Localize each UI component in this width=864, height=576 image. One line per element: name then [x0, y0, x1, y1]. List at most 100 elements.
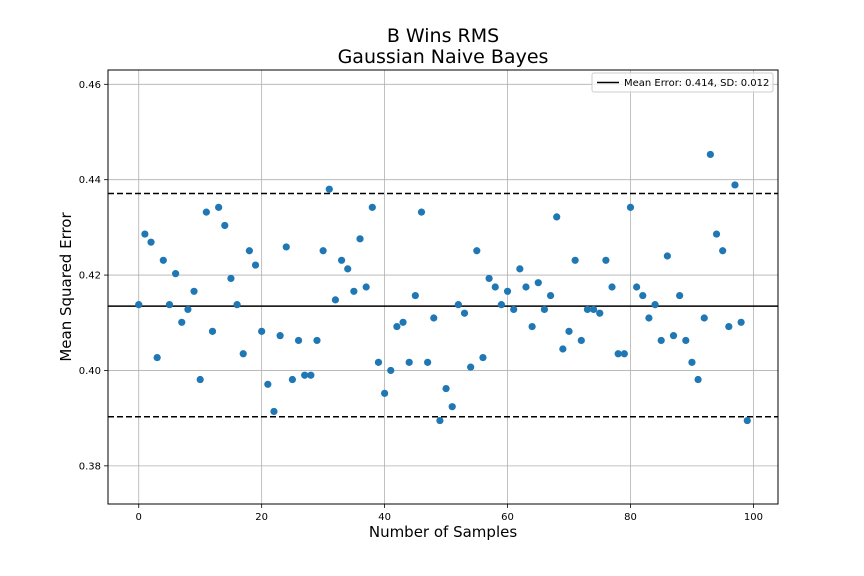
data-point	[178, 318, 186, 326]
y-tick-label: 0.44	[79, 175, 101, 186]
data-point	[344, 265, 352, 273]
y-tick-label: 0.42	[79, 271, 101, 282]
data-point	[614, 350, 622, 358]
data-point	[589, 305, 598, 314]
data-point	[540, 305, 549, 314]
data-point	[577, 336, 585, 345]
data-point	[294, 336, 303, 345]
data-point	[417, 208, 426, 216]
data-point	[669, 332, 678, 340]
data-point	[387, 366, 395, 375]
data-point	[356, 235, 364, 243]
data-point	[135, 301, 143, 309]
data-point	[424, 358, 432, 366]
data-point	[448, 403, 456, 411]
data-point	[571, 256, 579, 264]
data-point	[719, 247, 727, 255]
data-point	[227, 274, 235, 283]
data-point	[313, 336, 321, 345]
data-point	[491, 283, 499, 291]
data-point	[534, 279, 542, 287]
data-point	[393, 322, 401, 331]
data-point	[221, 221, 229, 230]
data-point	[172, 270, 180, 278]
data-point	[645, 314, 653, 322]
data-point	[546, 291, 555, 300]
legend-label: Mean Error: 0.414, SD: 0.012	[624, 78, 769, 89]
data-point	[467, 363, 475, 371]
data-point	[288, 375, 297, 384]
data-point	[337, 256, 346, 264]
data-point	[141, 230, 149, 238]
data-point	[208, 327, 217, 335]
data-point	[196, 375, 204, 384]
data-point	[405, 358, 413, 366]
x-axis-label: Number of Samples	[369, 523, 517, 541]
data-point	[325, 185, 333, 193]
data-point	[725, 322, 733, 331]
data-point	[510, 305, 518, 314]
data-point	[596, 309, 604, 317]
legend-box	[591, 72, 774, 93]
data-point	[350, 287, 358, 295]
x-tick-label: 0	[136, 512, 142, 523]
chart-title: B Wins RMS Gaussian Naive Bayes	[338, 25, 549, 68]
data-point	[706, 150, 714, 159]
y-tick-label: 0.38	[79, 461, 101, 472]
x-axis-ticks: 0 20 40 60 80 100	[136, 504, 763, 523]
data-point	[381, 389, 389, 397]
data-point	[657, 336, 665, 345]
data-point	[190, 287, 198, 295]
x-tick-label: 80	[624, 512, 637, 523]
data-point	[258, 327, 266, 335]
data-point	[737, 318, 745, 326]
data-point	[430, 314, 438, 322]
data-point	[743, 416, 751, 425]
data-point	[184, 305, 192, 314]
data-point	[301, 371, 309, 379]
data-point	[528, 322, 536, 331]
data-point	[688, 358, 696, 366]
data-point	[626, 203, 635, 211]
data-point	[270, 407, 278, 416]
data-point	[245, 247, 253, 255]
data-point	[436, 416, 444, 425]
data-point	[362, 283, 370, 291]
data-point	[411, 291, 419, 300]
y-tick-label: 0.40	[79, 366, 101, 377]
data-point	[264, 380, 272, 388]
y-axis-ticks: 0.38 0.40 0.42 0.44 0.46	[79, 80, 108, 472]
data-point	[233, 301, 241, 309]
data-point	[731, 181, 739, 189]
grid	[108, 70, 778, 504]
data-point	[583, 305, 592, 314]
data-point	[516, 265, 524, 273]
data-point	[633, 283, 641, 291]
chart-title-line-1: B Wins RMS	[387, 25, 499, 47]
data-point	[522, 283, 530, 291]
data-point	[473, 247, 481, 255]
data-point	[159, 256, 167, 264]
reference-lines	[108, 192, 778, 418]
data-point	[503, 287, 512, 295]
y-tick-label: 0.46	[79, 80, 101, 91]
data-point	[147, 238, 155, 246]
data-point	[442, 384, 450, 393]
y-axis-label: Mean Squared Error	[57, 212, 75, 362]
data-point	[251, 261, 260, 269]
data-point	[608, 283, 616, 291]
data-point	[663, 252, 671, 260]
data-point	[676, 291, 684, 300]
x-tick-label: 100	[744, 512, 763, 523]
data-point	[651, 301, 659, 309]
data-point	[331, 296, 340, 304]
data-point	[307, 371, 315, 379]
data-point	[620, 350, 628, 358]
data-point	[239, 350, 247, 358]
data-point	[165, 301, 174, 309]
data-point	[700, 314, 708, 322]
x-tick-label: 60	[501, 512, 514, 523]
data-point	[682, 336, 690, 345]
data-point	[479, 353, 487, 362]
